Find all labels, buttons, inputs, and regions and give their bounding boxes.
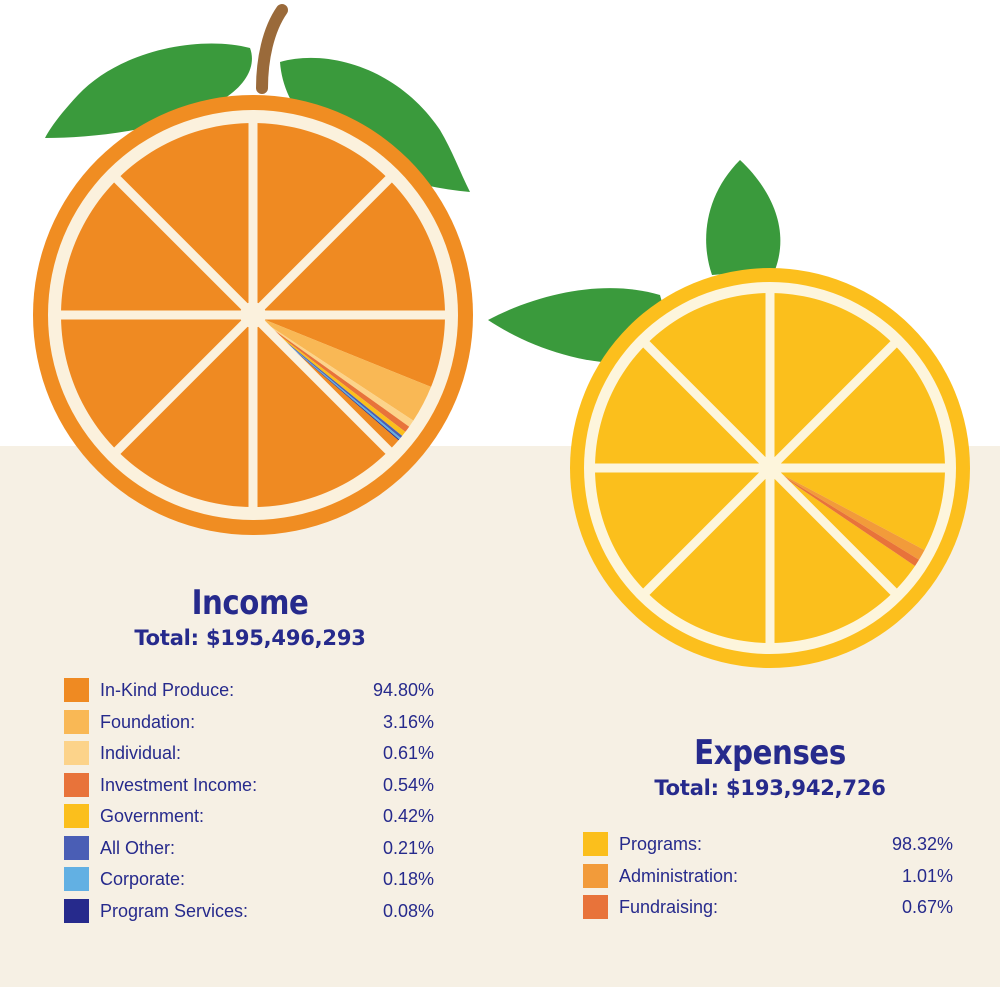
legend-item-foundation: Foundation: 3.16% xyxy=(64,709,434,734)
pie-slice-foundation xyxy=(253,315,432,421)
fruit-segment-divider xyxy=(641,464,774,597)
legend-label: Fundraising: xyxy=(619,897,719,917)
legend-label: Administration: xyxy=(619,865,739,886)
legend-value: 3.16% xyxy=(382,711,434,732)
fruit-segment-divider xyxy=(641,339,774,472)
fruit-segment-divider xyxy=(112,174,257,319)
legend-item-programs: Programs: 98.32% xyxy=(583,832,953,856)
legend-label: Government: xyxy=(100,806,205,826)
legend-item-fundraising: Fundraising: 0.67% xyxy=(583,895,953,919)
pie-slice-all-other xyxy=(253,315,403,438)
legend-value: 94.80% xyxy=(372,680,434,700)
pie-slice-administration xyxy=(770,468,925,560)
pie-slice-investment-income xyxy=(253,315,410,432)
legend-swatch xyxy=(64,804,89,828)
legend-value: 98.32% xyxy=(891,834,953,854)
income-title: Income xyxy=(191,583,309,623)
legend-item-in-kind-produce: In-Kind Produce: 94.80% xyxy=(64,678,434,702)
legend-value: 0.54% xyxy=(382,774,434,795)
legend-item-individual: Individual: 0.61% xyxy=(64,741,434,765)
fruit-segment-divider xyxy=(249,311,394,456)
legend-item-government: Government: 0.42% xyxy=(64,804,434,828)
income-total: Total: $195,496,293 xyxy=(134,626,366,650)
pie-slice-government xyxy=(253,315,406,436)
lemon-leaf-top xyxy=(706,160,781,275)
legend-value: 1.01% xyxy=(901,865,953,886)
legend-label: Individual: xyxy=(100,743,182,763)
income-pie xyxy=(33,95,473,535)
legend-swatch xyxy=(64,867,89,891)
legend-swatch xyxy=(64,772,89,797)
legend-swatch xyxy=(64,835,89,860)
legend-label: All Other: xyxy=(100,837,176,858)
legend-swatch xyxy=(64,898,89,923)
legend-item-all-other: All Other: 0.21% xyxy=(64,835,434,860)
pie-slice-fundraising xyxy=(770,468,919,566)
legend-value: 0.18% xyxy=(382,869,434,889)
legend-swatch xyxy=(64,709,89,734)
legend-item-program-services: Program Services: 0.08% xyxy=(64,898,434,923)
orange-leaves-icon xyxy=(45,4,470,193)
legend-label: In-Kind Produce: xyxy=(100,680,235,700)
legend-value: 0.67% xyxy=(901,897,953,917)
orange-leaf-right xyxy=(280,57,470,193)
expenses-total: Total: $193,942,726 xyxy=(654,776,886,800)
income-legend: In-Kind Produce: 94.80% Foundation: 3.16% In… xyxy=(64,678,434,928)
legend-swatch xyxy=(583,895,608,919)
expenses-title: Expenses xyxy=(694,733,846,773)
expenses-legend: Programs: 98.32% Administration: 1.01% Fundr… xyxy=(583,832,953,922)
legend-label: Program Services: xyxy=(100,900,249,921)
legend-value: 0.42% xyxy=(382,806,434,826)
legend-item-administration: Administration: 1.01% xyxy=(583,863,953,888)
legend-item-investment-income: Investment Income: 0.54% xyxy=(64,772,434,797)
pie-slice-individual xyxy=(253,315,414,427)
legend-swatch xyxy=(583,863,608,888)
legend-label: Foundation: xyxy=(100,711,196,732)
legend-label: Investment Income: xyxy=(100,774,258,795)
fruit-segment-divider xyxy=(766,464,899,597)
legend-value: 0.08% xyxy=(382,900,434,921)
legend-label: Programs: xyxy=(619,834,703,854)
legend-swatch xyxy=(64,678,89,702)
legend-item-corporate: Corporate: 0.18% xyxy=(64,867,434,891)
fruit-segment-divider xyxy=(249,174,394,319)
legend-swatch xyxy=(583,832,608,856)
fruit-segment-divider xyxy=(112,311,257,456)
expenses-pie xyxy=(570,268,970,668)
fruit-segment-divider xyxy=(766,339,899,472)
orange-leaf-left xyxy=(45,43,252,139)
orange-stem xyxy=(256,4,288,94)
legend-value: 0.21% xyxy=(382,837,434,858)
legend-label: Corporate: xyxy=(100,869,186,889)
legend-swatch xyxy=(64,741,89,765)
legend-value: 0.61% xyxy=(382,743,434,763)
